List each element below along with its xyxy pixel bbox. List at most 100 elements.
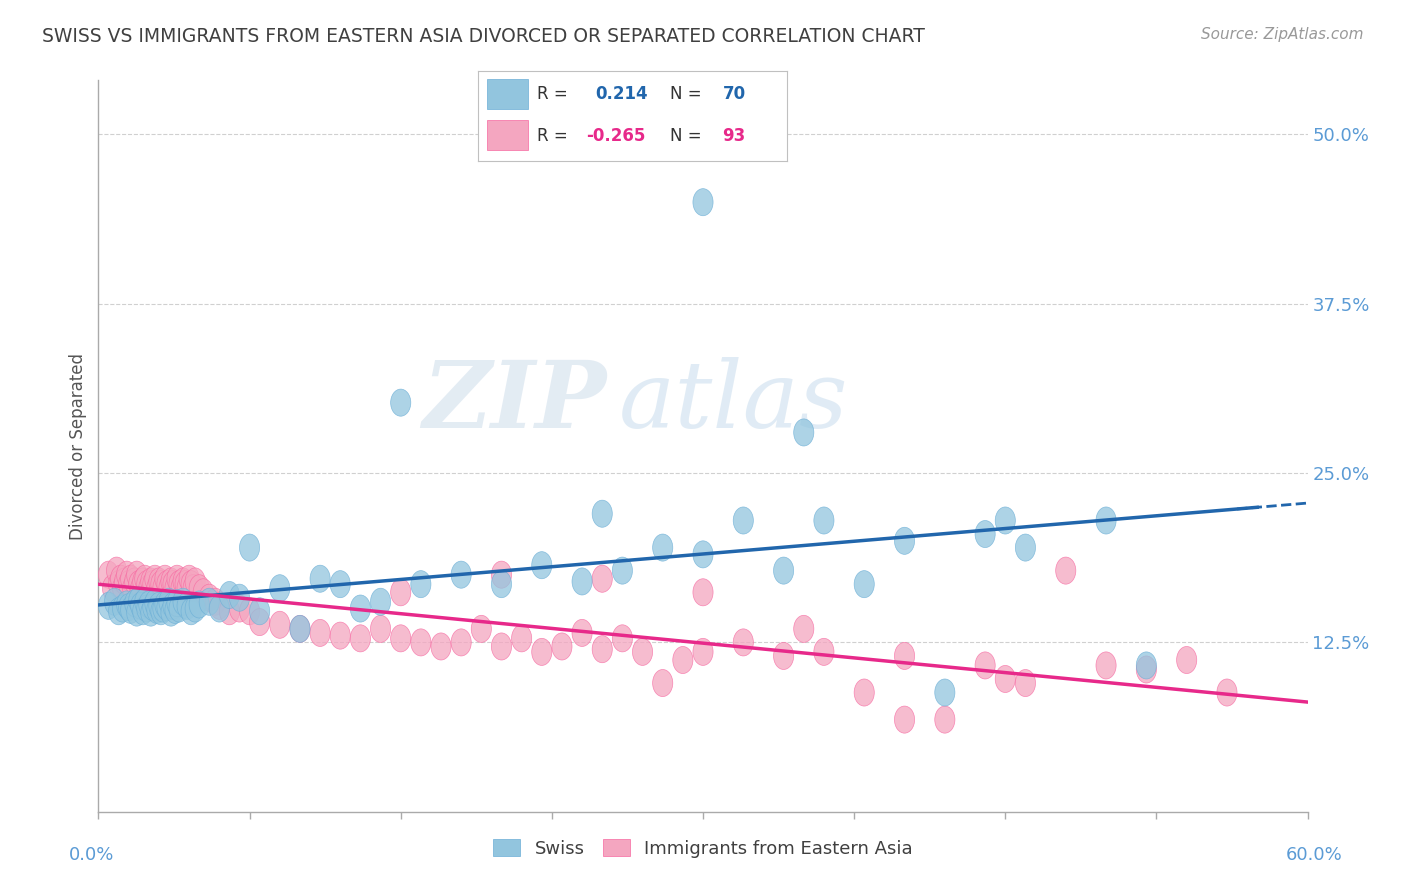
Ellipse shape [793, 419, 814, 446]
Ellipse shape [174, 571, 195, 598]
Ellipse shape [159, 588, 179, 615]
Ellipse shape [121, 597, 141, 624]
Text: 0.0%: 0.0% [69, 846, 114, 863]
Ellipse shape [160, 599, 181, 626]
Ellipse shape [492, 633, 512, 660]
Ellipse shape [1218, 679, 1237, 706]
Ellipse shape [125, 590, 145, 616]
Ellipse shape [219, 598, 239, 624]
Text: SWISS VS IMMIGRANTS FROM EASTERN ASIA DIVORCED OR SEPARATED CORRELATION CHART: SWISS VS IMMIGRANTS FROM EASTERN ASIA DI… [42, 27, 925, 45]
Ellipse shape [451, 629, 471, 656]
Ellipse shape [894, 527, 915, 554]
Ellipse shape [200, 584, 219, 611]
Ellipse shape [793, 615, 814, 642]
Ellipse shape [157, 571, 177, 598]
Ellipse shape [136, 595, 157, 622]
Ellipse shape [734, 629, 754, 656]
Ellipse shape [531, 551, 551, 579]
Ellipse shape [1015, 670, 1036, 697]
Ellipse shape [141, 599, 160, 626]
Ellipse shape [613, 558, 633, 584]
Ellipse shape [122, 574, 143, 602]
Ellipse shape [734, 507, 754, 534]
Ellipse shape [592, 636, 613, 663]
Ellipse shape [995, 665, 1015, 692]
Ellipse shape [135, 566, 155, 592]
Ellipse shape [131, 574, 150, 602]
Ellipse shape [633, 639, 652, 665]
Ellipse shape [350, 624, 371, 652]
Legend: Swiss, Immigrants from Eastern Asia: Swiss, Immigrants from Eastern Asia [486, 832, 920, 865]
Ellipse shape [592, 500, 613, 527]
Ellipse shape [108, 571, 129, 598]
Ellipse shape [112, 595, 132, 622]
Ellipse shape [205, 588, 225, 615]
Ellipse shape [169, 571, 190, 598]
Ellipse shape [1097, 507, 1116, 534]
Ellipse shape [160, 568, 181, 595]
Ellipse shape [149, 592, 169, 619]
Ellipse shape [186, 595, 205, 622]
Ellipse shape [652, 670, 673, 697]
Ellipse shape [181, 598, 201, 624]
Ellipse shape [1136, 652, 1157, 679]
Ellipse shape [451, 561, 471, 588]
Ellipse shape [177, 574, 197, 602]
Ellipse shape [165, 597, 186, 624]
Ellipse shape [411, 571, 432, 598]
Ellipse shape [117, 591, 136, 618]
Text: N =: N = [669, 85, 707, 103]
Ellipse shape [118, 571, 139, 598]
Ellipse shape [311, 566, 330, 592]
Ellipse shape [107, 558, 127, 584]
Ellipse shape [693, 541, 713, 568]
Ellipse shape [163, 571, 183, 598]
Text: 0.214: 0.214 [596, 85, 648, 103]
Ellipse shape [773, 642, 793, 670]
Ellipse shape [531, 639, 551, 665]
Ellipse shape [1097, 652, 1116, 679]
Ellipse shape [855, 679, 875, 706]
Ellipse shape [935, 679, 955, 706]
Ellipse shape [290, 615, 311, 642]
Ellipse shape [330, 571, 350, 598]
Ellipse shape [145, 566, 165, 592]
Ellipse shape [239, 598, 260, 624]
Ellipse shape [104, 588, 125, 615]
Ellipse shape [193, 579, 214, 606]
Ellipse shape [693, 639, 713, 665]
Ellipse shape [1136, 656, 1157, 683]
Text: -0.265: -0.265 [586, 127, 645, 145]
Text: R =: R = [537, 127, 572, 145]
Ellipse shape [129, 587, 149, 614]
Ellipse shape [995, 507, 1015, 534]
Text: Source: ZipAtlas.com: Source: ZipAtlas.com [1201, 27, 1364, 42]
Ellipse shape [935, 706, 955, 733]
Ellipse shape [167, 590, 187, 616]
Ellipse shape [129, 571, 149, 598]
Ellipse shape [1015, 534, 1036, 561]
Ellipse shape [239, 534, 260, 561]
Ellipse shape [693, 579, 713, 606]
Ellipse shape [186, 568, 205, 595]
Text: R =: R = [537, 85, 578, 103]
Ellipse shape [150, 598, 172, 624]
Ellipse shape [149, 568, 169, 595]
Ellipse shape [209, 595, 229, 622]
Ellipse shape [330, 622, 350, 649]
Ellipse shape [1177, 647, 1197, 673]
Ellipse shape [183, 574, 204, 602]
Ellipse shape [391, 389, 411, 417]
Ellipse shape [613, 624, 633, 652]
Ellipse shape [132, 568, 153, 595]
Ellipse shape [512, 624, 531, 652]
Ellipse shape [127, 561, 146, 588]
Ellipse shape [250, 598, 270, 624]
Ellipse shape [167, 566, 187, 592]
Ellipse shape [976, 652, 995, 679]
Ellipse shape [157, 594, 177, 621]
Ellipse shape [190, 574, 209, 602]
Ellipse shape [173, 588, 193, 615]
Ellipse shape [1056, 558, 1076, 584]
Ellipse shape [155, 566, 174, 592]
